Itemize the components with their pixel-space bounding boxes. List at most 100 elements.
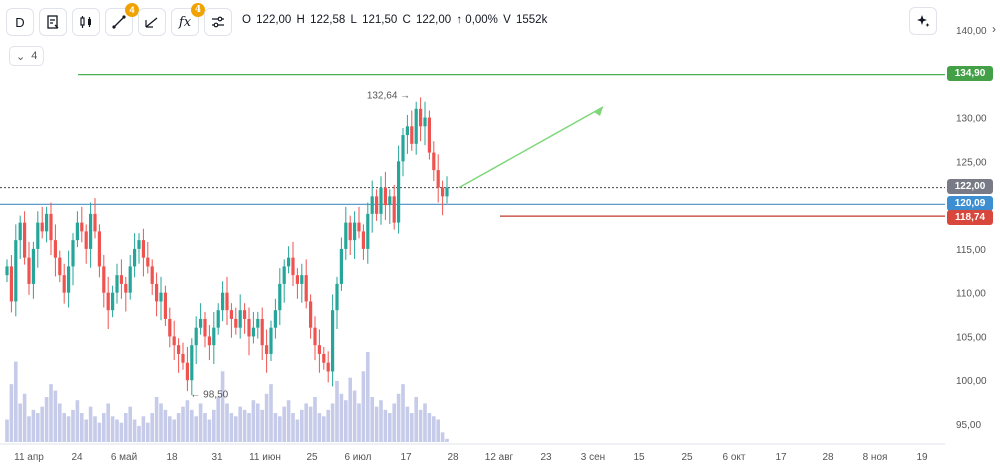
candle-body[interactable]: [414, 108, 418, 144]
candle-body[interactable]: [405, 126, 409, 136]
candle-body[interactable]: [111, 292, 115, 311]
candle-body[interactable]: [265, 345, 269, 354]
candle-body[interactable]: [379, 187, 383, 214]
candle-body[interactable]: [36, 222, 40, 249]
candle-body[interactable]: [427, 117, 431, 153]
candle-body[interactable]: [115, 275, 119, 293]
candle-body[interactable]: [313, 327, 317, 346]
candles[interactable]: [5, 97, 449, 396]
candle-body[interactable]: [119, 275, 123, 284]
candle-body[interactable]: [14, 240, 18, 302]
price-axis[interactable]: 140,00 130,00 125,00 115,00 110,00 105,00 100,…: [956, 26, 987, 431]
candle-body[interactable]: [146, 257, 150, 267]
candle-body[interactable]: [375, 196, 379, 214]
candle-body[interactable]: [80, 222, 84, 232]
candle-body[interactable]: [137, 240, 141, 249]
candle-body[interactable]: [97, 231, 101, 267]
candle-body[interactable]: [150, 266, 154, 284]
candle-body[interactable]: [322, 353, 326, 363]
candle-body[interactable]: [212, 327, 216, 346]
candle-body[interactable]: [234, 318, 238, 328]
candle-body[interactable]: [133, 248, 137, 267]
candle-body[interactable]: [401, 135, 405, 162]
candle-body[interactable]: [89, 213, 93, 249]
candle-body[interactable]: [309, 301, 313, 328]
candle-body[interactable]: [357, 222, 361, 232]
candle-body[interactable]: [410, 126, 414, 144]
projection-arrow[interactable]: [458, 106, 604, 189]
candle-body[interactable]: [58, 257, 62, 276]
candle-body[interactable]: [203, 318, 207, 337]
chart-type-button[interactable]: [72, 8, 100, 36]
candle-body[interactable]: [159, 292, 163, 302]
candle-body[interactable]: [335, 283, 339, 311]
candle-body[interactable]: [163, 292, 167, 319]
candle-body[interactable]: [9, 266, 13, 302]
candle-body[interactable]: [304, 275, 308, 302]
candle-body[interactable]: [177, 345, 181, 354]
candle-body[interactable]: [269, 327, 273, 354]
candle-body[interactable]: [238, 310, 242, 328]
candle-body[interactable]: [53, 240, 57, 258]
candle-body[interactable]: [221, 292, 225, 311]
candle-body[interactable]: [278, 283, 282, 311]
candle-body[interactable]: [366, 213, 370, 249]
candle-body[interactable]: [40, 222, 44, 232]
indicators-toggle[interactable]: ⌄ 4: [9, 46, 45, 66]
candle-body[interactable]: [291, 257, 295, 276]
candle-body[interactable]: [18, 222, 22, 241]
candle-body[interactable]: [207, 336, 211, 346]
candle-body[interactable]: [441, 187, 445, 197]
candle-body[interactable]: [432, 152, 436, 171]
candle-body[interactable]: [106, 292, 110, 311]
candle-body[interactable]: [168, 318, 172, 337]
candle-body[interactable]: [243, 310, 247, 319]
interval-button[interactable]: D: [6, 8, 34, 36]
candle-body[interactable]: [353, 222, 357, 241]
indicators-button[interactable]: fx 4: [171, 3, 205, 36]
time-axis[interactable]: 11 апр 24 6 май 18 31 11 июн 25 6 июл 17 28 12 авг…: [0, 443, 945, 463]
horizontal-levels[interactable]: [0, 74, 945, 217]
candle-body[interactable]: [124, 283, 128, 293]
ai-assistant-button[interactable]: [909, 7, 937, 35]
candle-body[interactable]: [49, 213, 53, 241]
candle-body[interactable]: [75, 222, 79, 241]
candle-body[interactable]: [445, 187, 449, 197]
candle-body[interactable]: [273, 310, 277, 328]
candle-body[interactable]: [317, 345, 321, 354]
candle-body[interactable]: [300, 275, 304, 284]
chevron-right-icon[interactable]: ›: [992, 22, 996, 36]
candle-body[interactable]: [199, 318, 203, 328]
candle-body[interactable]: [326, 362, 330, 372]
candle-body[interactable]: [128, 266, 132, 293]
candle-body[interactable]: [419, 108, 423, 127]
candle-body[interactable]: [62, 275, 66, 293]
candle-body[interactable]: [45, 213, 49, 232]
candle-body[interactable]: [93, 213, 97, 232]
settings-button[interactable]: [204, 8, 232, 36]
candle-body[interactable]: [423, 117, 427, 127]
candle-body[interactable]: [331, 310, 335, 372]
candle-body[interactable]: [348, 222, 352, 241]
candle-body[interactable]: [71, 240, 75, 267]
candle-body[interactable]: [141, 240, 145, 258]
candle-body[interactable]: [27, 257, 31, 284]
candle-body[interactable]: [190, 345, 194, 381]
candle-body[interactable]: [216, 310, 220, 328]
candle-body[interactable]: [295, 275, 299, 284]
candle-body[interactable]: [397, 161, 401, 223]
candle-body[interactable]: [84, 231, 88, 249]
candle-body[interactable]: [172, 336, 176, 346]
compare-button[interactable]: [39, 8, 67, 36]
candle-body[interactable]: [361, 231, 365, 249]
candle-body[interactable]: [181, 353, 185, 363]
candle-body[interactable]: [436, 170, 440, 188]
ruler-button[interactable]: [138, 8, 166, 36]
candle-body[interactable]: [247, 318, 251, 337]
candle-body[interactable]: [344, 222, 348, 249]
candle-body[interactable]: [194, 327, 198, 346]
candle-body[interactable]: [23, 222, 27, 258]
drawing-tools-button[interactable]: 4: [105, 3, 139, 36]
candle-body[interactable]: [339, 248, 343, 284]
